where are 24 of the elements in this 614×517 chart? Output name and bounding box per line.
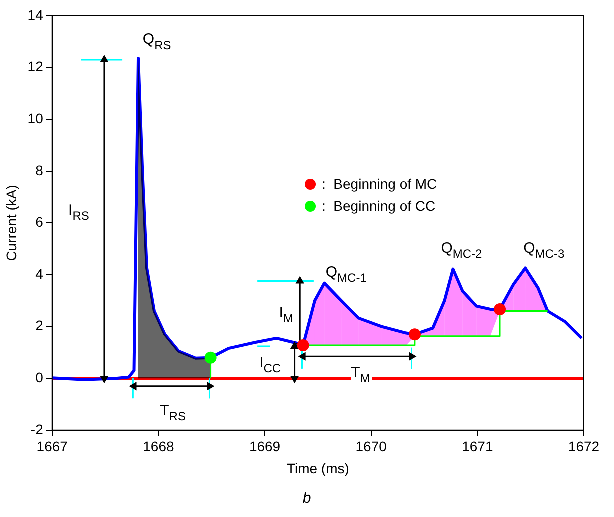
y-tick-label: 8 [36, 162, 44, 178]
x-tick-label: 1668 [143, 438, 174, 455]
legend-label: : Beginning of CC [322, 198, 436, 214]
point [408, 328, 421, 341]
x-tick-label: 1672 [568, 438, 600, 455]
point [494, 303, 506, 316]
y-tick-label: 6 [36, 214, 44, 230]
point [204, 352, 217, 364]
point [297, 339, 310, 352]
y-axis-title: Current (kA) [3, 185, 20, 262]
y-tick-label: 0 [36, 369, 44, 386]
y-tick-label: 14 [28, 6, 44, 23]
y-tick-label: 2 [36, 318, 44, 334]
x-tick-label: 1669 [249, 438, 281, 455]
y-tick-label: -2 [30, 421, 44, 438]
x-axis-title: Time (ms) [286, 460, 350, 476]
x-tick-label: 1667 [36, 438, 68, 455]
legend-label: : Beginning of MC [322, 176, 438, 192]
y-tick-label: 12 [28, 58, 44, 75]
y-tick-label: 10 [28, 110, 44, 126]
x-tick-label: 1671 [462, 438, 494, 455]
text: b [302, 490, 312, 507]
x-tick-label: 1670 [356, 438, 388, 455]
y-tick-label: 4 [36, 266, 44, 282]
